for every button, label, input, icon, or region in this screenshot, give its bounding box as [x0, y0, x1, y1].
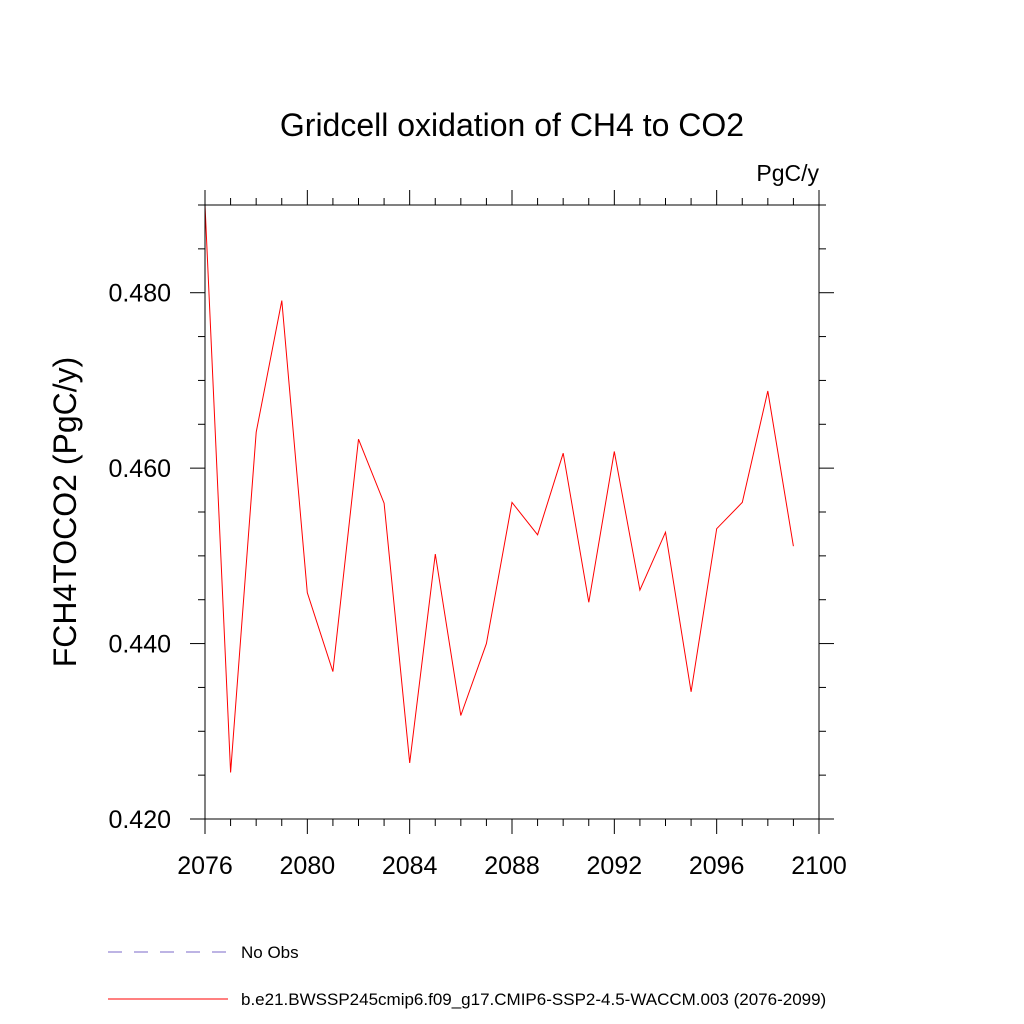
- x-tick-label: 2096: [689, 852, 745, 880]
- series-line: [204, 204, 794, 773]
- legend-label: b.e21.BWSSP245cmip6.f09_g17.CMIP6-SSP2-4…: [241, 990, 826, 1009]
- y-tick-label: 0.480: [108, 280, 171, 308]
- series-layer: [204, 204, 794, 773]
- x-tick-label: 2092: [587, 852, 643, 880]
- x-tick-label: 2080: [280, 852, 336, 880]
- y-tick-label: 0.440: [108, 631, 171, 659]
- y-tick-label: 0.460: [108, 455, 171, 483]
- x-tick-label: 2100: [791, 852, 847, 880]
- legend-label: No Obs: [241, 943, 299, 962]
- y-tick-label: 0.420: [108, 806, 171, 834]
- plot-frame: [204, 204, 820, 820]
- axis-tick-labels: 2076 2080 2084 2088 2092 2096 2100 0.420 0.440 0.…: [108, 280, 846, 880]
- units-label: PgC/y: [756, 160, 819, 186]
- x-tick-label: 2084: [382, 852, 438, 880]
- axis-ticks: [190, 190, 834, 834]
- x-tick-label: 2088: [484, 852, 540, 880]
- legend: No Obs b.e21.BWSSP245cmip6.f09_g17.CMIP6-…: [108, 943, 826, 1009]
- chart-title: Gridcell oxidation of CH4 to CO2: [280, 107, 744, 143]
- y-axis-label: FCH4TOCO2 (PgC/y): [47, 357, 83, 668]
- x-tick-label: 2076: [177, 852, 233, 880]
